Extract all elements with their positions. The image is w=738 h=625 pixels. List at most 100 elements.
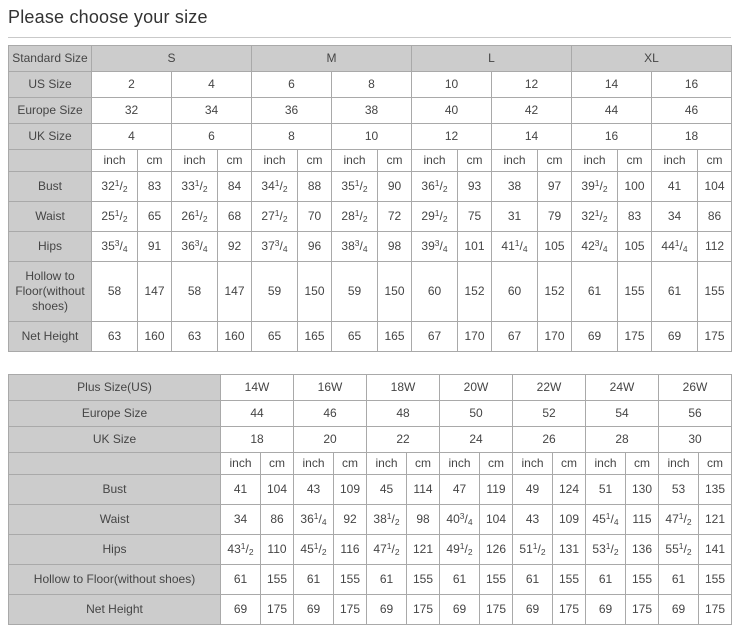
unit-label-cell: cm xyxy=(697,149,733,172)
row-label: Waist xyxy=(8,201,92,232)
measure-value-cell: 58 xyxy=(171,261,218,322)
row-label: Hips xyxy=(8,534,221,565)
measure-value-cell: 60 xyxy=(411,261,459,322)
size-value-cell: 8 xyxy=(251,123,333,150)
measure-value-cell: 69 xyxy=(220,594,261,625)
size-value-cell: 20 xyxy=(293,426,367,453)
size-value-cell: 22 xyxy=(366,426,440,453)
measure-value-cell: 75 xyxy=(457,201,493,232)
measure-value-cell: 88 xyxy=(297,171,333,202)
size-value-cell: 24W xyxy=(585,374,659,401)
measure-value-cell: 65 xyxy=(137,201,172,232)
size-value-cell: 20W xyxy=(439,374,513,401)
measure-value-cell: 155 xyxy=(697,261,733,322)
size-group-header: XL xyxy=(571,45,733,72)
unit-label-cell: inch xyxy=(651,149,699,172)
measure-row: Net Height 63 160 63 160 65 165 65 165 67 170 67 170… xyxy=(8,321,733,352)
measure-value-cell: 47 xyxy=(439,474,480,505)
measure-value-cell: 61 xyxy=(658,564,699,595)
unit-label-cell: inch xyxy=(91,149,138,172)
measure-value-cell: 63 xyxy=(171,321,218,352)
row-label: Bust xyxy=(8,474,221,505)
size-value-cell: 18W xyxy=(366,374,440,401)
size-tables-container: Standard Size S M L XL US Size 2 4 6 8 10 12 14 16 Eur… xyxy=(8,45,733,625)
measure-value-cell: 291/2 xyxy=(411,201,459,232)
unit-label-cell: inch xyxy=(331,149,379,172)
unit-label-cell: cm xyxy=(552,452,586,475)
measure-value-cell: 45 xyxy=(366,474,407,505)
measure-value-cell: 86 xyxy=(260,504,294,535)
measure-value-cell: 130 xyxy=(625,474,659,505)
unit-label-cell: cm xyxy=(457,149,493,172)
size-value-cell: 16 xyxy=(571,123,653,150)
measure-value-cell: 363/4 xyxy=(171,231,218,262)
measure-value-cell: 150 xyxy=(297,261,333,322)
unit-label-cell: cm xyxy=(537,149,573,172)
measure-value-cell: 60 xyxy=(491,261,539,322)
measure-value-cell: 175 xyxy=(697,321,733,352)
size-value-cell: 38 xyxy=(331,97,413,124)
size-value-cell: 6 xyxy=(170,123,253,150)
measure-value-cell: 69 xyxy=(651,321,699,352)
measure-row: Waist 34 86 361/4 92 381/2 98 403/4 104 43 109 451/… xyxy=(8,504,732,535)
measure-value-cell: 361/2 xyxy=(411,171,459,202)
unit-label-cell: inch xyxy=(658,452,699,475)
unit-label-cell: cm xyxy=(216,149,253,172)
unit-label-cell: inch xyxy=(251,149,299,172)
size-value-cell: 6 xyxy=(251,71,333,98)
measure-value-cell: 175 xyxy=(698,594,732,625)
measure-row: Hips 431/2 110 451/2 116 471/2 121 491/2 126 511/… xyxy=(8,534,732,565)
measure-value-cell: 511/2 xyxy=(512,534,553,565)
measure-value-cell: 393/4 xyxy=(411,231,459,262)
measure-value-cell: 61 xyxy=(439,564,480,595)
measure-value-cell: 59 xyxy=(251,261,299,322)
size-value-cell: 12 xyxy=(411,123,493,150)
measure-value-cell: 49 xyxy=(512,474,553,505)
unit-label-cell: cm xyxy=(406,452,440,475)
measure-value-cell: 251/2 xyxy=(91,201,138,232)
measure-value-cell: 150 xyxy=(377,261,413,322)
size-value-cell: 14W xyxy=(220,374,294,401)
measure-value-cell: 147 xyxy=(216,261,253,322)
measure-value-cell: 69 xyxy=(439,594,480,625)
size-row: Europe Size 32 34 36 38 40 42 44 46 xyxy=(8,97,733,124)
measure-value-cell: 141 xyxy=(698,534,732,565)
unit-label-cell: inch xyxy=(220,452,261,475)
size-group-header: S xyxy=(90,45,253,72)
measure-value-cell: 61 xyxy=(651,261,699,322)
measure-value-cell: 38 xyxy=(491,171,539,202)
measure-value-cell: 41 xyxy=(220,474,261,505)
row-label: Net Height xyxy=(8,321,92,352)
measure-value-cell: 471/2 xyxy=(366,534,407,565)
measure-value-cell: 34 xyxy=(220,504,261,535)
unit-label-cell: cm xyxy=(479,452,513,475)
measure-value-cell: 155 xyxy=(406,564,440,595)
measure-value-cell: 98 xyxy=(377,231,413,262)
row-label: US Size xyxy=(8,71,92,98)
measure-value-cell: 351/2 xyxy=(331,171,379,202)
measure-value-cell: 331/2 xyxy=(171,171,218,202)
size-value-cell: 46 xyxy=(651,97,733,124)
measure-value-cell: 341/2 xyxy=(251,171,299,202)
measure-value-cell: 403/4 xyxy=(439,504,480,535)
size-value-cell: 18 xyxy=(220,426,294,453)
unit-label-cell: inch xyxy=(439,452,480,475)
measure-row: Net Height 69 175 69 175 69 175 69 175 69 175 69 175… xyxy=(8,594,732,625)
measure-value-cell: 109 xyxy=(552,504,586,535)
measure-value-cell: 175 xyxy=(552,594,586,625)
measure-value-cell: 31 xyxy=(491,201,539,232)
measure-value-cell: 84 xyxy=(216,171,253,202)
unit-label-cell: cm xyxy=(625,452,659,475)
size-value-cell: 4 xyxy=(170,71,253,98)
measure-value-cell: 83 xyxy=(137,171,172,202)
measure-value-cell: 135 xyxy=(698,474,732,505)
size-row: US Size 2 4 6 8 10 12 14 16 xyxy=(8,71,733,98)
size-value-cell: 44 xyxy=(571,97,653,124)
size-value-cell: 56 xyxy=(658,400,732,427)
measure-value-cell: 281/2 xyxy=(331,201,379,232)
measure-value-cell: 121 xyxy=(698,504,732,535)
measure-value-cell: 93 xyxy=(457,171,493,202)
measure-value-cell: 104 xyxy=(479,504,513,535)
size-row: UK Size 4 6 8 10 12 14 16 18 xyxy=(8,123,733,150)
measure-value-cell: 110 xyxy=(260,534,294,565)
